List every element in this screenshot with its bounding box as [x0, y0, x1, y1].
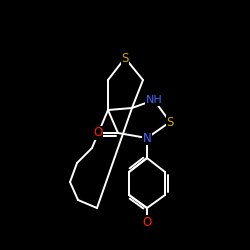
- Text: O: O: [94, 126, 103, 140]
- Text: N: N: [142, 132, 152, 144]
- Text: S: S: [166, 116, 174, 128]
- Text: O: O: [142, 216, 152, 228]
- Text: NH: NH: [146, 95, 162, 105]
- Text: S: S: [121, 52, 129, 64]
